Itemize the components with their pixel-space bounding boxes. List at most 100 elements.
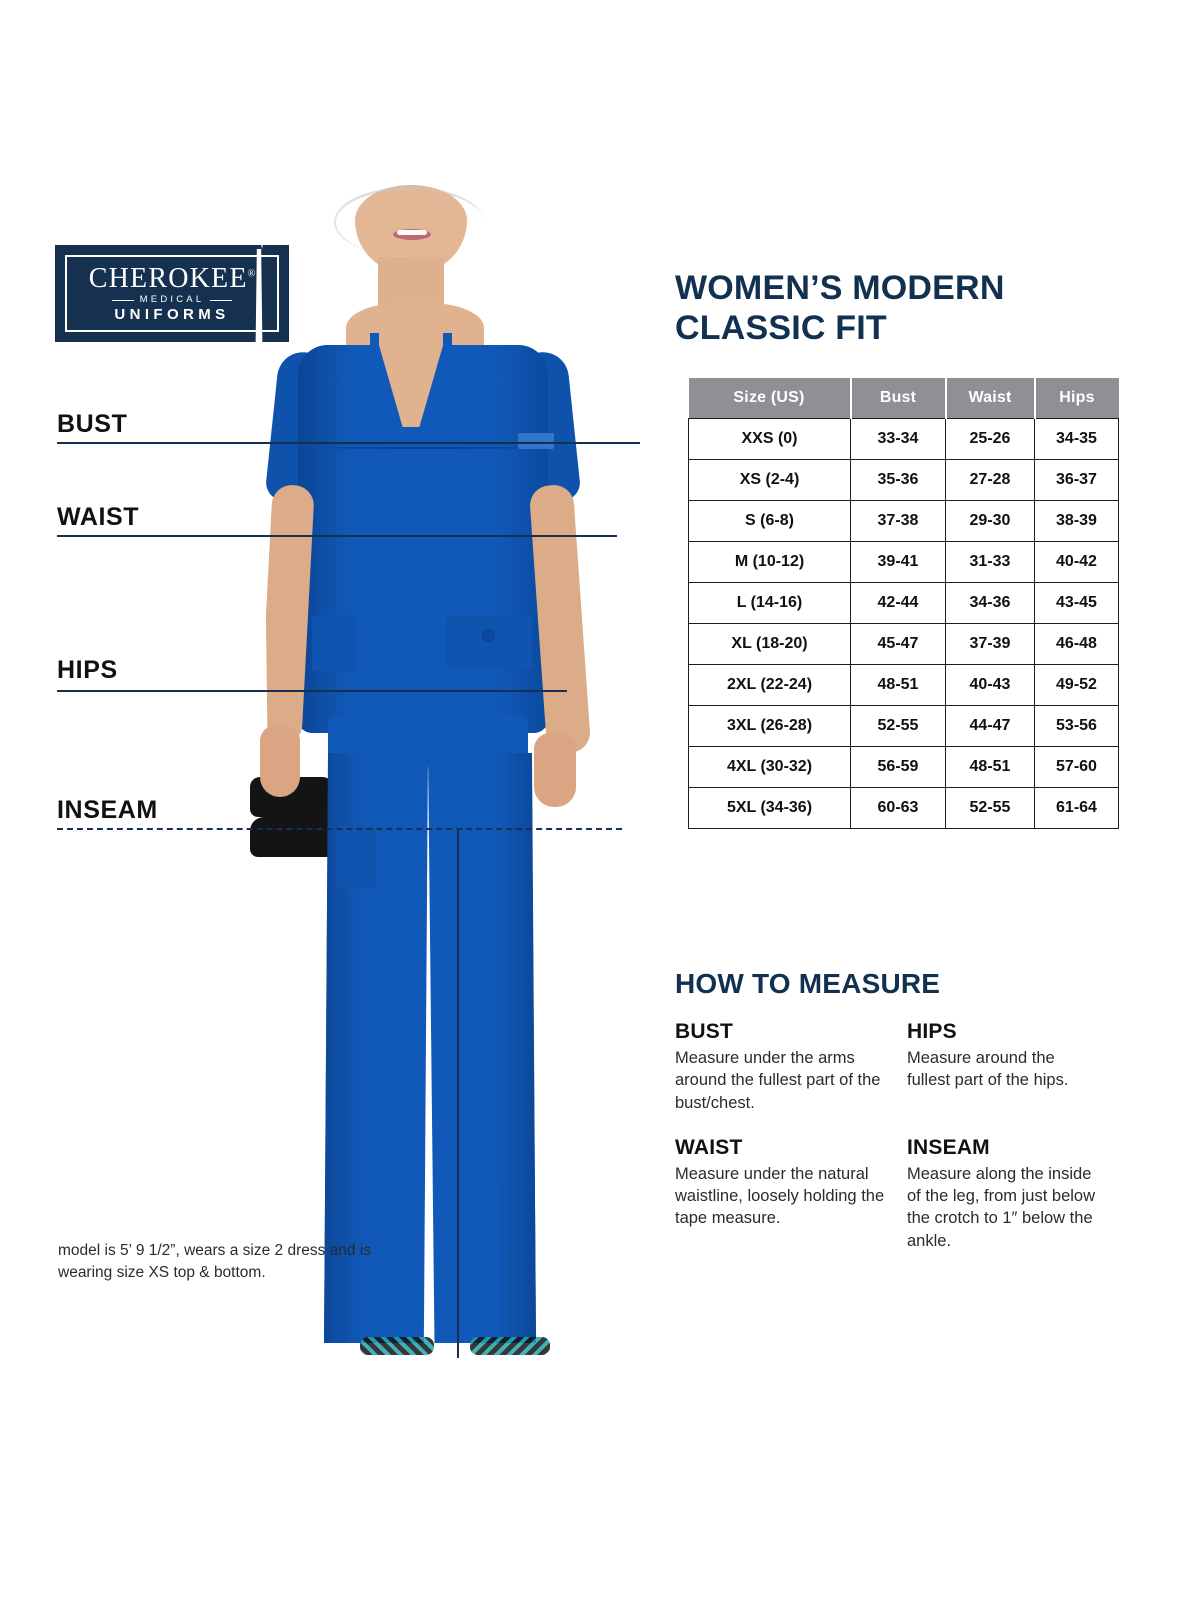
- model-caption: model is 5’ 9 1/2”, wears a size 2 dress…: [58, 1242, 372, 1282]
- cell-bust: 33-34: [850, 418, 946, 460]
- scrub-pant-shadow-right: [496, 753, 536, 1343]
- table-header-row: Size (US) Bust Waist Hips: [688, 378, 1119, 419]
- scrub-pocket-button: [482, 629, 495, 642]
- table-row: L (14-16) 42-44 34-36 43-45: [688, 582, 1119, 624]
- measure-item-hips: HIPS Measure around the fullest part of t…: [907, 1020, 1105, 1114]
- cell-bust: 37-38: [850, 500, 946, 542]
- cell-bust: 35-36: [850, 459, 946, 501]
- page-title: WOMEN’S MODERN CLASSIC FIT: [675, 268, 1095, 348]
- table-row: XXS (0) 33-34 25-26 34-35: [688, 418, 1119, 460]
- model-photo: [250, 185, 670, 1385]
- diagram-rule-waist: [57, 535, 617, 537]
- scrub-pocket-right: [446, 615, 532, 669]
- cell-waist: 25-26: [945, 418, 1035, 460]
- cell-bust: 45-47: [850, 623, 946, 665]
- cell-waist: 31-33: [945, 541, 1035, 583]
- table-row: 2XL (22-24) 48-51 40-43 49-52: [688, 664, 1119, 706]
- scrub-cargo-pocket: [336, 825, 376, 889]
- cell-waist: 37-39: [945, 623, 1035, 665]
- cell-waist: 48-51: [945, 746, 1035, 788]
- logo-brand-name: CHEROKEE®: [88, 263, 256, 295]
- measure-body: Measure along the inside of the leg, fro…: [907, 1164, 1096, 1250]
- cell-size: 4XL (30-32): [688, 746, 851, 788]
- measure-body: Measure around the fullest part of the h…: [907, 1049, 1069, 1090]
- measure-body: Measure under the arms around the fulles…: [675, 1049, 881, 1112]
- scrub-empire-seam: [310, 447, 538, 449]
- cell-size: XS (2-4): [688, 459, 851, 501]
- table-row: S (6-8) 37-38 29-30 38-39: [688, 500, 1119, 542]
- measure-heading: HIPS: [907, 1020, 957, 1043]
- column-header-hips: Hips: [1034, 378, 1119, 419]
- cell-hips: 43-45: [1034, 582, 1119, 624]
- model-shoe-right: [250, 817, 342, 857]
- cell-size: M (10-12): [688, 541, 851, 583]
- diagram-rule-bust: [57, 442, 640, 444]
- logo-uniforms-text: UNIFORMS: [114, 305, 230, 323]
- diagram-label-waist: WAIST: [57, 503, 140, 531]
- cell-hips: 38-39: [1034, 500, 1119, 542]
- cell-hips: 40-42: [1034, 541, 1119, 583]
- cell-hips: 46-48: [1034, 623, 1119, 665]
- cell-bust: 56-59: [850, 746, 946, 788]
- model-hair: [334, 187, 484, 257]
- cell-bust: 48-51: [850, 664, 946, 706]
- cell-waist: 52-55: [945, 787, 1035, 829]
- column-header-bust: Bust: [850, 378, 947, 419]
- cell-size: XL (18-20): [688, 623, 851, 665]
- model-hand-left: [260, 725, 300, 797]
- cell-bust: 52-55: [850, 705, 946, 747]
- cell-bust: 42-44: [850, 582, 946, 624]
- diagram-rule-hips: [57, 690, 567, 692]
- cell-waist: 34-36: [945, 582, 1035, 624]
- scrub-pocket-left: [312, 615, 356, 671]
- cell-size: XXS (0): [688, 418, 851, 460]
- logo-inner-border: CHEROKEE® MEDICAL UNIFORMS: [65, 255, 279, 332]
- cell-hips: 36-37: [1034, 459, 1119, 501]
- how-to-measure-grid: BUST Measure under the arms around the fu…: [675, 1020, 1105, 1274]
- diagram-inseam-vertical-line: [457, 828, 459, 1358]
- scrub-brand-tag: [518, 433, 554, 449]
- measure-item-bust: BUST Measure under the arms around the fu…: [675, 1020, 907, 1114]
- model-hand-right: [534, 733, 576, 807]
- cell-hips: 49-52: [1034, 664, 1119, 706]
- cherokee-logo: CHEROKEE® MEDICAL UNIFORMS: [55, 245, 289, 342]
- cell-size: 2XL (22-24): [688, 664, 851, 706]
- cell-waist: 44-47: [945, 705, 1035, 747]
- measure-body: Measure under the natural waistline, loo…: [675, 1164, 885, 1228]
- measure-item-inseam: INSEAM Measure along the inside of the le…: [907, 1136, 1105, 1252]
- table-row: 5XL (34-36) 60-63 52-55 61-64: [688, 787, 1119, 829]
- measure-heading: WAIST: [675, 1135, 743, 1159]
- diagram-rule-inseam: [57, 828, 622, 830]
- measure-item-waist: WAIST Measure under the natural waistline…: [675, 1136, 907, 1252]
- table-row: M (10-12) 39-41 31-33 40-42: [688, 541, 1119, 583]
- size-chart-table: Size (US) Bust Waist Hips XXS (0) 33-34 25…: [688, 378, 1119, 829]
- cell-waist: 29-30: [945, 500, 1035, 542]
- page-title-line1: WOMEN’S MODERN: [675, 269, 1005, 307]
- cell-waist: 27-28: [945, 459, 1035, 501]
- diagram-label-inseam: INSEAM: [57, 796, 158, 824]
- diagram-label-bust: BUST: [57, 410, 128, 438]
- diagram-label-hips: HIPS: [57, 656, 118, 684]
- column-header-waist: Waist: [945, 378, 1036, 419]
- table-row: 4XL (30-32) 56-59 48-51 57-60: [688, 746, 1119, 788]
- cell-size: 3XL (26-28): [688, 705, 851, 747]
- table-row: 3XL (26-28) 52-55 44-47 53-56: [688, 705, 1119, 747]
- cell-size: 5XL (34-36): [688, 787, 851, 829]
- cell-hips: 57-60: [1034, 746, 1119, 788]
- model-shoe-pattern-right: [470, 1337, 550, 1355]
- model-teeth: [397, 230, 427, 235]
- measure-heading: INSEAM: [907, 1135, 990, 1159]
- table-row: XL (18-20) 45-47 37-39 46-48: [688, 623, 1119, 665]
- cell-hips: 53-56: [1034, 705, 1119, 747]
- cell-waist: 40-43: [945, 664, 1035, 706]
- cell-hips: 61-64: [1034, 787, 1119, 829]
- cell-bust: 39-41: [850, 541, 946, 583]
- cell-hips: 34-35: [1034, 418, 1119, 460]
- model-shoe-pattern-left: [360, 1337, 434, 1355]
- scrub-pant-crotch: [250, 185, 274, 249]
- registered-trademark-icon: ®: [247, 268, 256, 280]
- size-chart-body: XXS (0) 33-34 25-26 34-35 XS (2-4) 35-36 27-28…: [688, 418, 1119, 829]
- scrub-pant-leg-gap: [250, 249, 268, 777]
- cell-bust: 60-63: [850, 787, 946, 829]
- measure-heading: BUST: [675, 1020, 733, 1043]
